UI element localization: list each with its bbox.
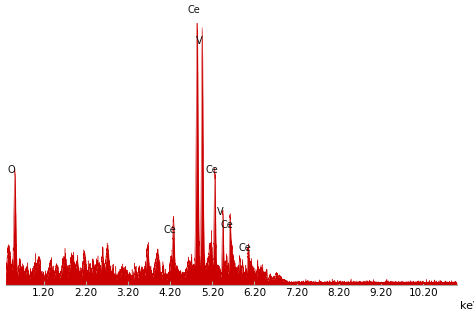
Text: V: V: [217, 207, 223, 217]
Text: Ce: Ce: [187, 5, 200, 15]
Text: O: O: [8, 165, 15, 175]
Text: Ce: Ce: [220, 220, 233, 230]
Text: Ce: Ce: [164, 225, 176, 235]
X-axis label: keV: keV: [460, 301, 474, 311]
Text: Ce: Ce: [205, 165, 218, 175]
Text: Ce: Ce: [238, 243, 251, 254]
Text: V: V: [196, 37, 202, 46]
